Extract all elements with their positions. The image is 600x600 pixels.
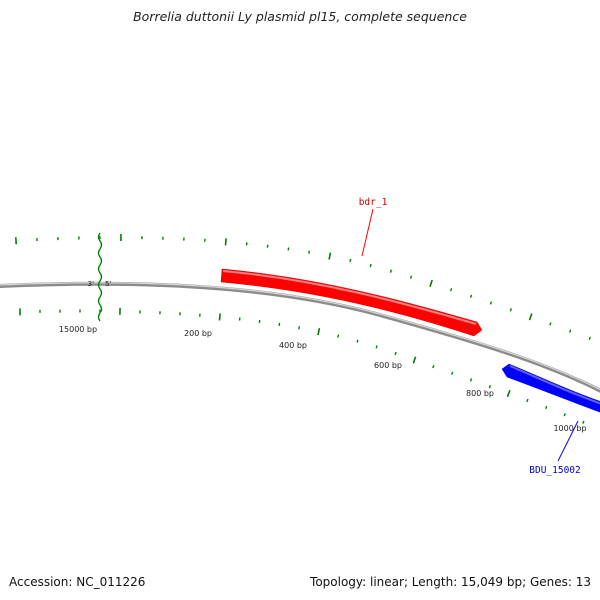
gene-bdr-1-highlight (222, 270, 477, 325)
inner-scale-tick (563, 413, 566, 417)
topology-summary-text: Topology: linear; Length: 15,049 bp; Gen… (310, 575, 591, 589)
inner-scale-tick (544, 405, 548, 410)
outer-scale-tick (328, 252, 332, 260)
inner-tick-ring (19, 307, 585, 424)
tick-label-15000: 15000 bp (59, 325, 97, 334)
map-title: Borrelia duttonii Ly plasmid pl15, compl… (133, 9, 467, 24)
bdu-15002-label-leader (557, 420, 579, 462)
outer-scale-tick (469, 294, 473, 298)
outer-scale-tick (509, 308, 512, 312)
sequence-break-marker (97, 232, 103, 322)
inner-scale-tick (317, 328, 321, 336)
outer-scale-tick (528, 313, 533, 321)
plasmid-backbone-highlight (0, 282, 600, 391)
gene-label-bdr-1[interactable]: bdr_1 (359, 197, 388, 208)
inner-scale-tick (218, 313, 221, 321)
outer-scale-tick (389, 269, 393, 273)
inner-scale-tick (298, 326, 301, 330)
inner-scale-tick (506, 389, 511, 398)
gene-bdu-15002-highlight (509, 365, 600, 405)
inner-scale-tick (375, 345, 378, 349)
accession-text: Accession: NC_011226 (9, 575, 146, 589)
inner-scale-tick (451, 371, 454, 375)
inner-scale-tick (337, 334, 340, 338)
gene-bdu-15002-arrow[interactable] (501, 363, 600, 414)
inner-scale-tick (394, 351, 397, 356)
outer-scale-tick (588, 336, 592, 340)
inner-scale-tick (356, 339, 359, 343)
inner-scale-tick (432, 365, 435, 369)
bdr-1-label-leader (361, 208, 374, 257)
tick-label-600: 600 bp (374, 361, 402, 370)
three-prime-end-label: 3' (88, 280, 94, 288)
inner-scale-tick (488, 385, 492, 389)
tick-label-1000: 1000 bp (553, 424, 586, 433)
outer-scale-tick (349, 258, 352, 263)
outer-scale-tick (308, 250, 311, 254)
inner-scale-tick (412, 356, 417, 364)
outer-tick-ring (14, 233, 592, 340)
outer-scale-tick (224, 238, 227, 246)
gene-bdr-1-arrow[interactable] (220, 268, 483, 337)
inner-scale-tick (582, 420, 585, 424)
five-prime-end-label: 5' (105, 280, 111, 288)
tick-label-800: 800 bp (466, 389, 494, 398)
outer-scale-tick (409, 275, 413, 279)
outer-scale-tick (568, 329, 572, 333)
outer-scale-tick (429, 279, 433, 287)
tick-label-200: 200 bp (184, 329, 212, 338)
outer-scale-tick (449, 288, 453, 292)
inner-scale-tick (526, 398, 529, 403)
outer-scale-tick (489, 301, 493, 305)
inner-scale-tick (469, 378, 473, 382)
gene-label-bdu-15002[interactable]: BDU_15002 (529, 465, 580, 476)
outer-scale-tick (369, 263, 372, 268)
outer-scale-tick (549, 322, 552, 326)
tick-label-400: 400 bp (279, 341, 307, 350)
plasmid-backbone (0, 281, 600, 393)
